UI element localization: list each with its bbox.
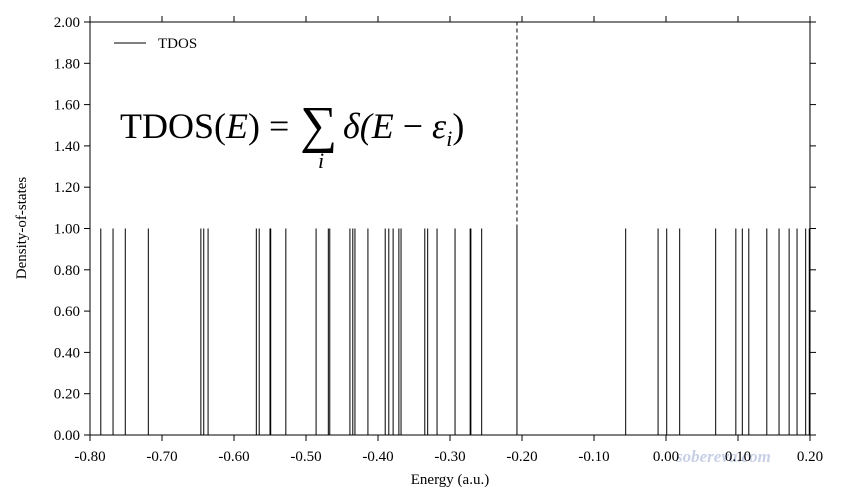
legend-label: TDOS <box>158 36 197 52</box>
y-tick-label: 2.00 <box>54 15 80 31</box>
x-tick-label: -0.20 <box>506 449 537 465</box>
formula-part: − <box>394 106 432 146</box>
y-tick-label: 0.40 <box>54 345 80 361</box>
plot-frame <box>89 21 811 436</box>
x-tick-label: -0.70 <box>146 449 177 465</box>
y-tick-label: 0.60 <box>54 304 80 320</box>
formula-part: ) = <box>248 106 289 146</box>
formula-index: i <box>318 148 324 173</box>
x-tick-label: -0.40 <box>362 449 393 465</box>
x-tick-label: -0.80 <box>74 449 105 465</box>
formula-part: i <box>446 126 452 151</box>
x-tick-label: 0.20 <box>797 449 823 465</box>
formula-part: E <box>371 106 394 146</box>
y-tick-label: 0.80 <box>54 263 80 279</box>
formula: TDOS(E) = <box>120 106 289 146</box>
y-tick-label: 1.40 <box>54 139 80 155</box>
x-tick-label: -0.10 <box>578 449 609 465</box>
x-tick-label: 0.00 <box>653 449 679 465</box>
x-tick-label: -0.30 <box>434 449 465 465</box>
formula-part: TDOS( <box>120 106 226 146</box>
y-tick-label: 0.20 <box>54 387 80 403</box>
formula-part: E <box>225 106 248 146</box>
formula-part: ) <box>452 106 464 146</box>
formula-part: δ( <box>343 106 374 146</box>
watermark: sobereva.com <box>675 447 771 466</box>
formula-part: ε <box>432 106 447 146</box>
x-axis-label: Energy (a.u.) <box>411 472 489 488</box>
formula-sum: ∑ <box>300 97 337 154</box>
y-tick-label: 1.80 <box>54 56 80 72</box>
y-axis-label: Density-of-states <box>14 177 30 280</box>
y-tick-label: 1.60 <box>54 98 80 114</box>
y-tick-label: 1.00 <box>54 222 80 238</box>
y-tick-label: 0.00 <box>54 428 80 444</box>
x-tick-label: -0.50 <box>290 449 321 465</box>
x-tick-label: -0.60 <box>218 449 249 465</box>
y-tick-label: 1.20 <box>54 180 80 196</box>
x-tick-label: 0.10 <box>725 449 751 465</box>
formula: δ(E − εi) <box>343 106 464 151</box>
